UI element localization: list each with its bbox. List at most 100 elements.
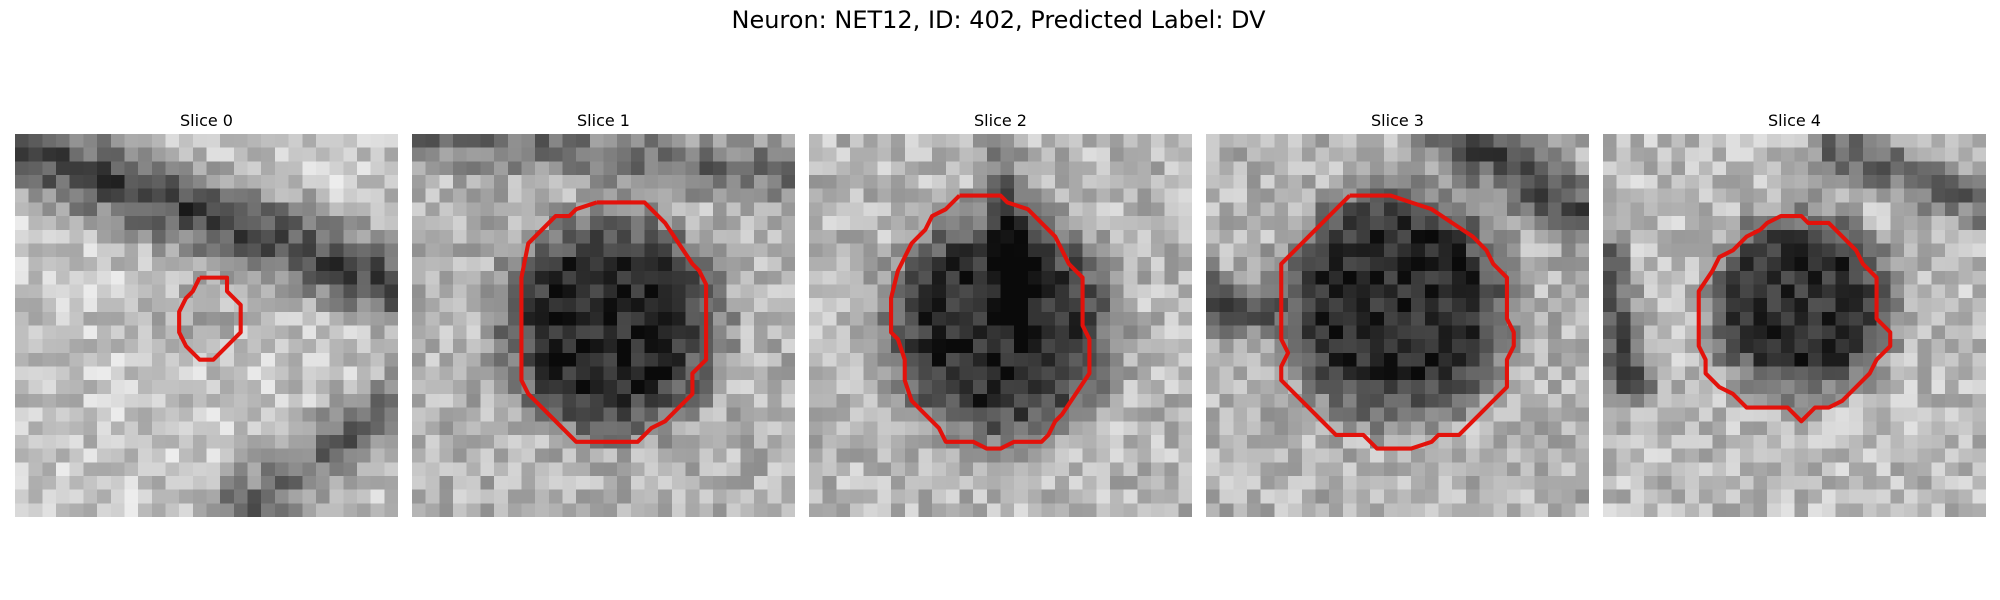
image-pixel	[712, 366, 727, 381]
image-pixel	[206, 257, 221, 272]
image-pixel	[1917, 475, 1932, 490]
image-pixel	[1630, 147, 1645, 162]
image-pixel	[1931, 270, 1946, 285]
image-pixel	[1329, 407, 1344, 422]
image-pixel	[1657, 188, 1672, 203]
image-pixel	[1767, 448, 1782, 463]
image-pixel	[1342, 202, 1357, 217]
image-pixel	[1164, 475, 1179, 490]
image-pixel	[1150, 434, 1165, 449]
image-pixel	[1356, 366, 1371, 381]
image-pixel	[836, 407, 851, 422]
image-pixel	[1876, 270, 1891, 285]
image-pixel	[1547, 229, 1562, 244]
image-pixel	[767, 393, 782, 408]
image-pixel	[521, 202, 536, 217]
image-pixel	[986, 448, 1001, 463]
image-pixel	[1972, 393, 1986, 408]
image-pixel	[781, 434, 795, 449]
image-pixel	[1931, 448, 1946, 463]
image-pixel	[1123, 284, 1138, 299]
image-pixel	[1082, 134, 1097, 148]
image-pixel	[1890, 284, 1905, 299]
image-pixel	[439, 407, 454, 422]
image-pixel	[1698, 380, 1713, 395]
image-pixel	[1219, 216, 1234, 231]
image-pixel	[740, 147, 755, 162]
image-pixel	[69, 448, 84, 463]
image-pixel	[356, 393, 371, 408]
image-pixel	[1150, 448, 1165, 463]
image-pixel	[1329, 462, 1344, 477]
image-pixel	[1657, 147, 1672, 162]
image-pixel	[1794, 448, 1809, 463]
image-pixel	[1411, 284, 1426, 299]
image-pixel	[1849, 202, 1864, 217]
image-pixel	[1465, 393, 1480, 408]
image-pixel	[1233, 216, 1248, 231]
image-pixel	[1780, 175, 1795, 189]
image-pixel	[1726, 134, 1741, 148]
image-pixel	[466, 270, 481, 285]
image-pixel	[1958, 380, 1973, 395]
image-pixel	[822, 243, 837, 258]
image-pixel	[1315, 489, 1330, 504]
image-pixel	[97, 175, 112, 189]
image-pixel	[576, 229, 591, 244]
image-pixel	[781, 475, 795, 490]
image-pixel	[1356, 298, 1371, 313]
image-pixel	[1315, 503, 1330, 517]
image-pixel	[1082, 503, 1097, 517]
image-pixel	[1219, 134, 1234, 148]
image-pixel	[1137, 380, 1152, 395]
image-pixel	[822, 147, 837, 162]
image-pixel	[1767, 311, 1782, 326]
image-pixel	[617, 175, 632, 189]
image-pixel	[576, 503, 591, 517]
image-pixel	[740, 175, 755, 189]
image-pixel	[192, 421, 207, 436]
image-pixel	[97, 161, 112, 176]
image-pixel	[986, 229, 1001, 244]
image-pixel	[1465, 147, 1480, 162]
image-pixel	[1821, 421, 1836, 436]
image-pixel	[151, 147, 166, 162]
image-pixel	[1137, 298, 1152, 313]
image-pixel	[220, 311, 235, 326]
image-pixel	[1342, 434, 1357, 449]
image-pixel	[1931, 284, 1946, 299]
image-pixel	[15, 134, 29, 148]
image-pixel	[138, 298, 153, 313]
image-pixel	[932, 393, 947, 408]
image-pixel	[850, 434, 864, 449]
image-pixel	[56, 175, 70, 189]
image-pixel	[589, 216, 604, 231]
image-pixel	[1150, 284, 1165, 299]
image-pixel	[1849, 229, 1864, 244]
image-pixel	[356, 284, 371, 299]
image-pixel	[1383, 475, 1398, 490]
image-pixel	[151, 257, 166, 272]
image-pixel	[466, 475, 481, 490]
image-pixel	[1096, 202, 1111, 217]
image-pixel	[384, 243, 398, 258]
image-pixel	[1917, 311, 1932, 326]
image-pixel	[56, 475, 70, 490]
image-pixel	[1479, 352, 1494, 367]
image-pixel	[1397, 175, 1412, 189]
image-pixel	[1342, 325, 1357, 340]
image-pixel	[274, 284, 289, 299]
image-pixel	[1575, 284, 1589, 299]
image-pixel	[1808, 352, 1823, 367]
image-pixel	[1575, 489, 1589, 504]
image-pixel	[1014, 298, 1029, 313]
image-pixel	[1465, 284, 1480, 299]
image-pixel	[1000, 325, 1015, 340]
image-pixel	[576, 448, 591, 463]
image-pixel	[644, 393, 659, 408]
image-pixel	[904, 298, 919, 313]
image-pixel	[644, 407, 659, 422]
image-pixel	[1767, 298, 1782, 313]
image-pixel	[1547, 380, 1562, 395]
image-pixel	[1630, 325, 1645, 340]
